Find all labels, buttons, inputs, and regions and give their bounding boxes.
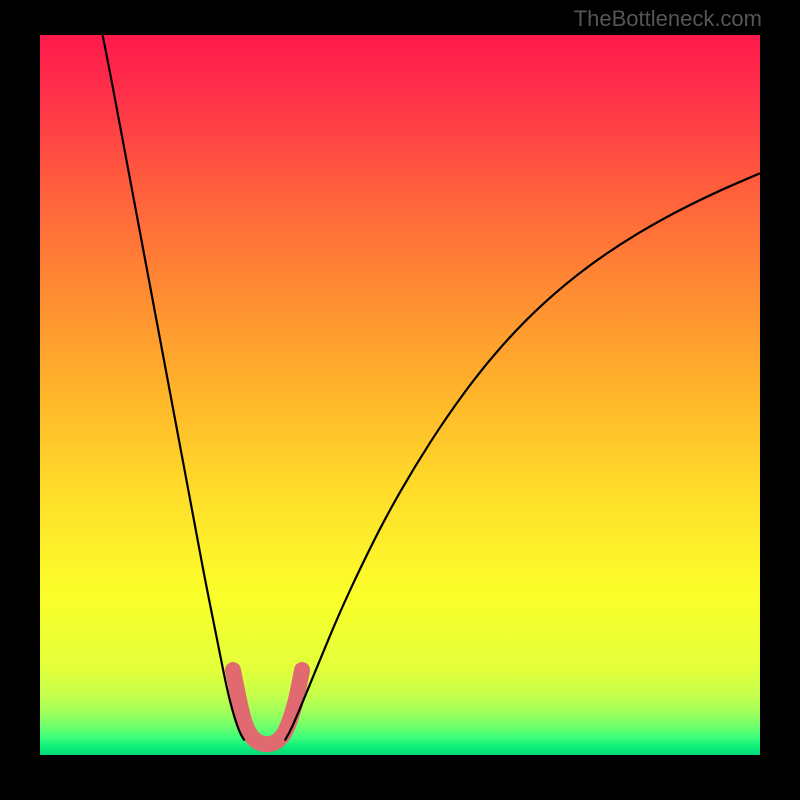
curve-layer — [40, 35, 760, 755]
left-curve — [98, 35, 245, 741]
watermark-text: TheBottleneck.com — [574, 6, 762, 32]
valley-highlight — [233, 670, 302, 744]
chart-container: TheBottleneck.com — [0, 0, 800, 800]
plot-area — [40, 35, 760, 755]
right-curve — [285, 173, 760, 740]
